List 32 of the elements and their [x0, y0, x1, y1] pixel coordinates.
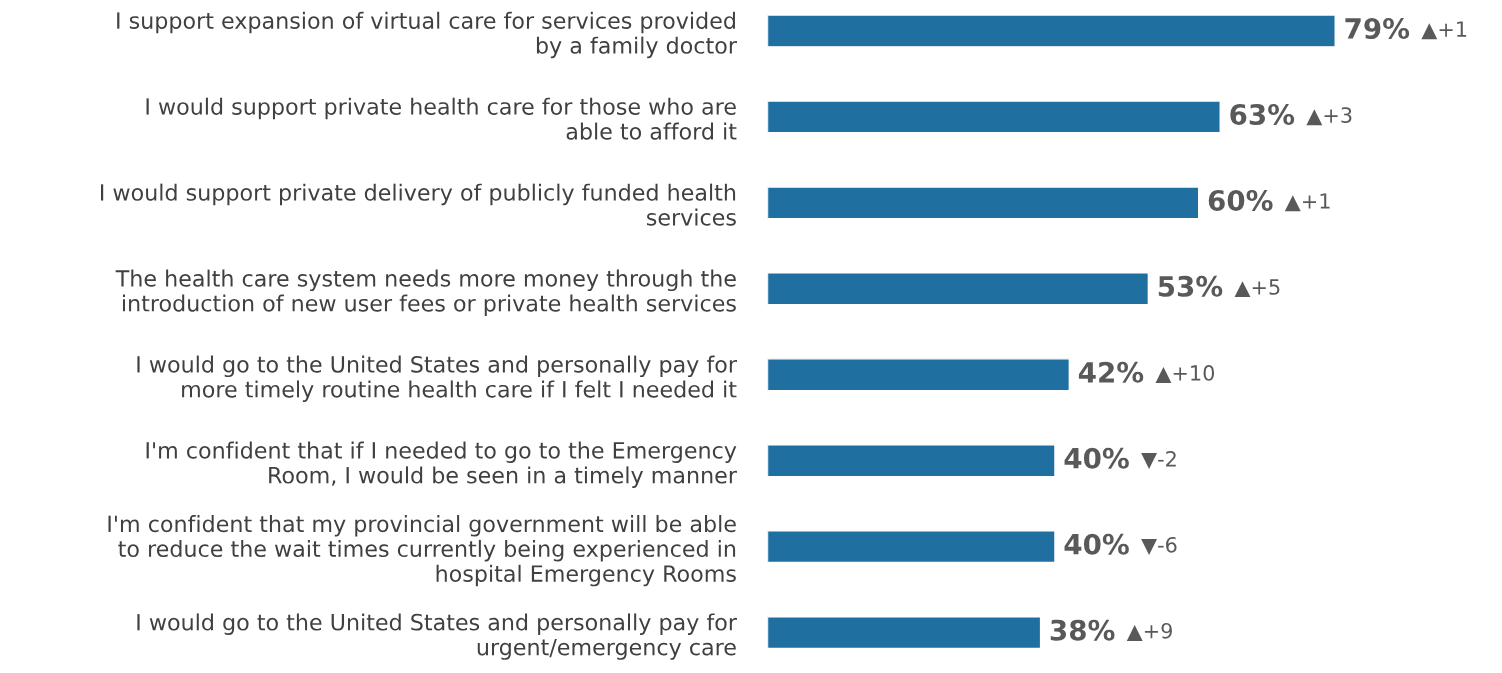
bar [767, 616, 1042, 650]
bar [767, 358, 1071, 392]
bar [767, 14, 1336, 48]
annotation: ▼-6 [1141, 536, 1177, 555]
bar [767, 530, 1056, 564]
y-tick-label: I'm confident that if I needed to go to the Emergency Room, I would be seen in a timely manner [146, 441, 737, 488]
bar [767, 272, 1150, 306]
data-label: 38% [1050, 619, 1115, 641]
y-tick-label: The health care system needs more money through the introduction of new user fees or private health services [115, 269, 736, 316]
bar [767, 100, 1221, 134]
y-tick-label: I would go to the United States and personally pay for urgent/emergency care [137, 613, 737, 660]
data-label: 40% [1064, 533, 1129, 555]
data-label: 40% [1064, 447, 1129, 469]
annotation: ▲+3 [1306, 107, 1352, 126]
annotation: ▲+10 [1155, 365, 1215, 384]
data-label: 60% [1208, 189, 1273, 211]
y-tick-label: I support expansion of virtual care for services provided by a family doctor [117, 11, 737, 59]
data-label: 42% [1078, 361, 1144, 383]
bar [767, 444, 1056, 478]
y-tick-label: I would support private delivery of publicly funded health services [100, 183, 736, 226]
data-label: 63% [1230, 103, 1295, 125]
y-tick-label: I would support private health care for those who are able to afford it [146, 97, 737, 140]
y-tick-label: I'm confident that my provincial government will be able to reduce the wait times currently being experienced in hospital Emergency Rooms [108, 515, 736, 587]
annotation: ▲+5 [1234, 279, 1280, 298]
annotation: ▲+9 [1126, 622, 1172, 641]
data-label: 53% [1158, 275, 1223, 297]
y-tick-label: I would go to the United States and personally pay for more timely routine health care if I felt I needed it [137, 355, 737, 402]
data-label: 79% [1345, 17, 1410, 39]
annotation: ▼-2 [1141, 450, 1176, 470]
bar [767, 186, 1200, 220]
text: ▲+1 [1421, 21, 1467, 40]
annotation: ▲+1 [1284, 193, 1330, 212]
